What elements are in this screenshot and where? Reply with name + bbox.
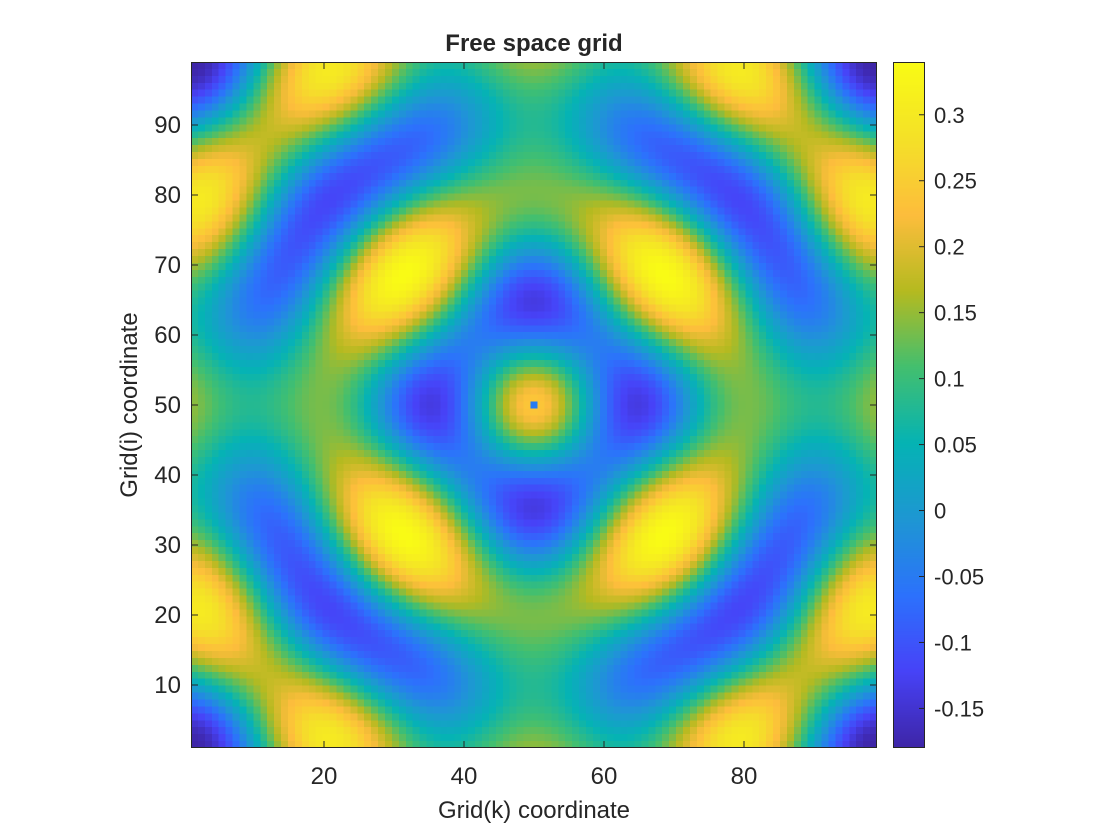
colorbar-box — [893, 62, 925, 748]
colorbar-tick-label: -0.15 — [934, 696, 984, 721]
x-tick-label: 60 — [591, 763, 618, 790]
x-tick-label: 40 — [451, 763, 478, 790]
y-tick-label: 40 — [154, 462, 181, 489]
colorbar-tick-label: 0 — [934, 499, 946, 524]
y-tick-label: 90 — [154, 112, 181, 139]
colorbar-ticks: -0.15 -0.1 -0.05 0 0.05 0.1 0.15 0.2 0.25 0.3 — [919, 103, 984, 721]
y-tick-label: 10 — [154, 672, 181, 699]
x-axis-ticks: 20 40 60 80 — [311, 62, 758, 790]
y-tick-label: 70 — [154, 252, 181, 279]
y-tick-label: 60 — [154, 322, 181, 349]
y-tick-label: 80 — [154, 182, 181, 209]
colorbar-tick-label: 0.05 — [934, 433, 977, 458]
colorbar-tick-label: 0.25 — [934, 169, 977, 194]
plot-area-box — [191, 62, 877, 748]
colorbar-tick-label: 0.1 — [934, 367, 965, 392]
y-tick-label: 50 — [154, 392, 181, 419]
heatmap-image — [191, 62, 877, 748]
colorbar-tick-label: -0.05 — [934, 565, 984, 590]
colorbar-tick-label: 0.2 — [934, 235, 965, 260]
colorbar-tick-label: -0.1 — [934, 630, 972, 655]
x-tick-label: 80 — [731, 763, 758, 790]
chart-title: Free space grid — [445, 30, 622, 57]
colorbar-tick-label: 0.3 — [934, 103, 965, 128]
y-tick-label: 30 — [154, 532, 181, 559]
y-tick-label: 20 — [154, 602, 181, 629]
colorbar-tick-label: 0.15 — [934, 301, 977, 326]
x-tick-label: 20 — [311, 763, 338, 790]
colorbar-gradient — [893, 62, 925, 748]
y-axis-ticks: 10 20 30 40 50 60 70 80 90 — [154, 112, 877, 699]
y-axis-label: Grid(i) coordinate — [116, 312, 143, 497]
x-axis-label: Grid(k) coordinate — [438, 797, 630, 824]
